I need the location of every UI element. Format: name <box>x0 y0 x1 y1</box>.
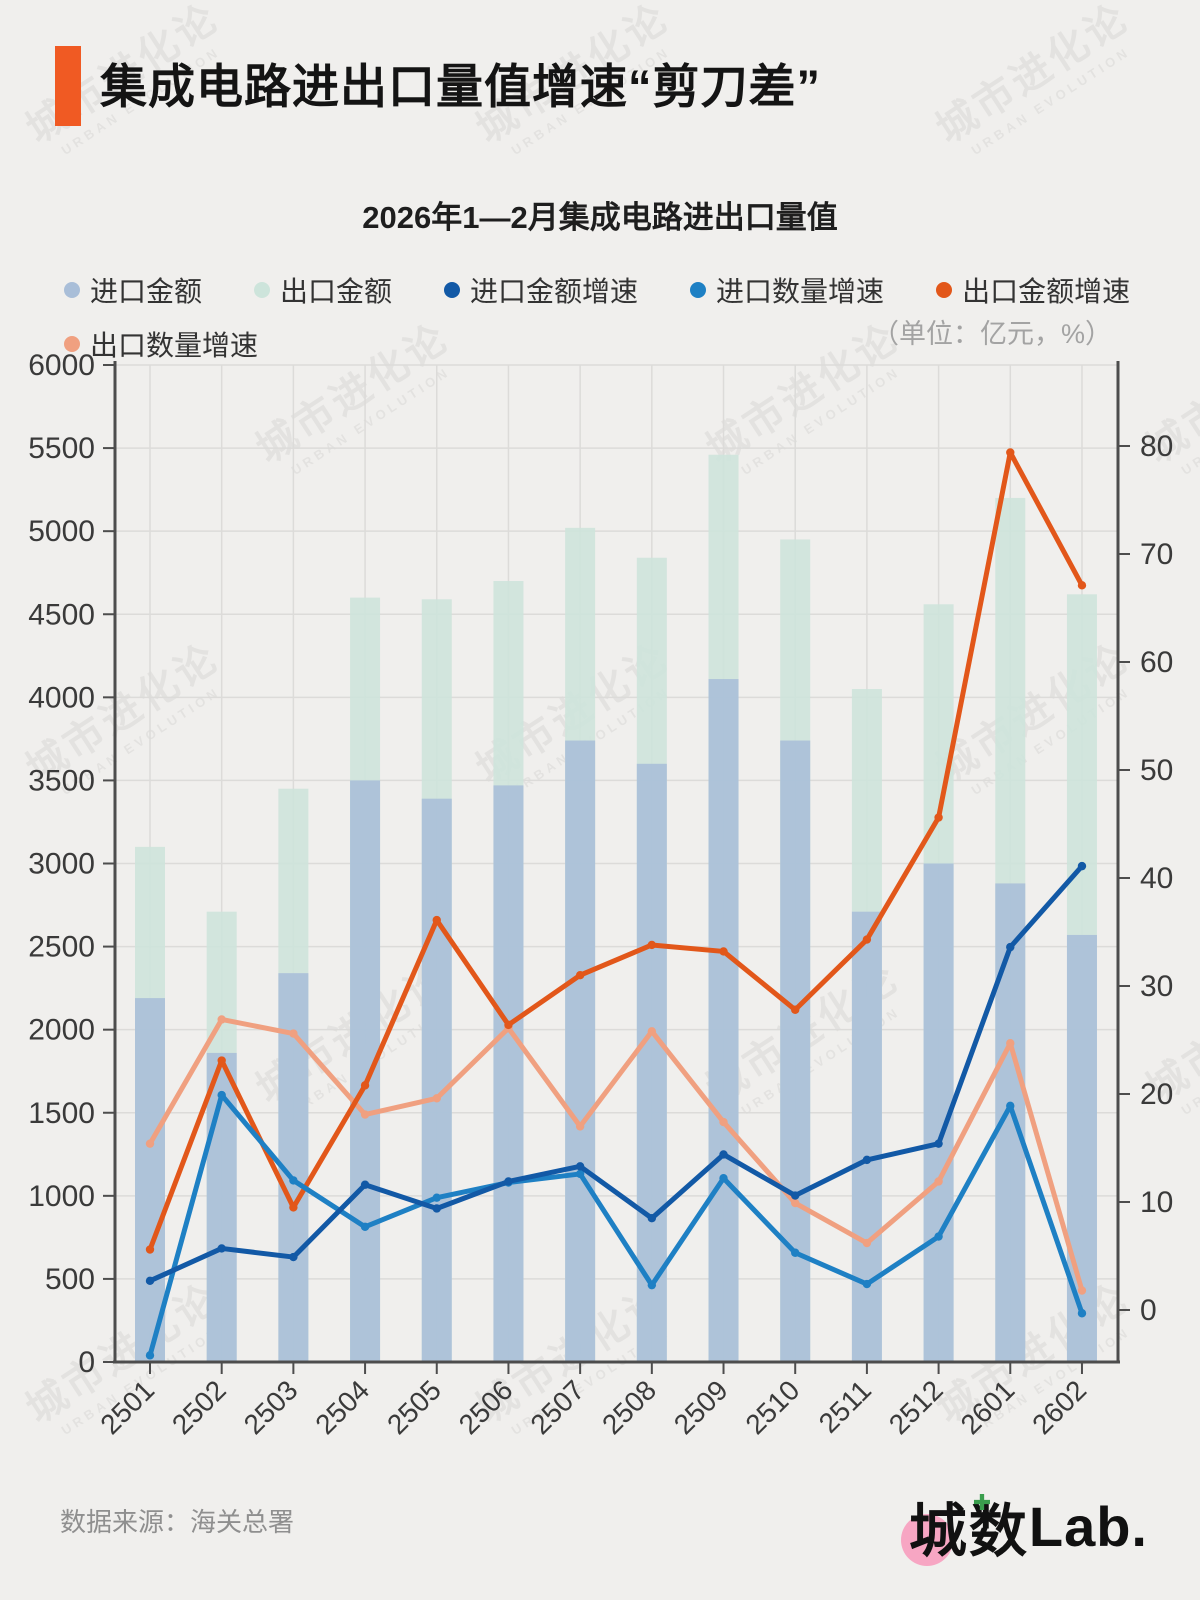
legend-label: 进口金额增速 <box>470 276 639 307</box>
legend-label: 进口数量增速 <box>716 276 885 307</box>
legend-label: 出口金额 <box>280 276 393 307</box>
svg-text:2512: 2512 <box>883 1374 949 1440</box>
svg-text:2511: 2511 <box>813 1374 878 1439</box>
brand-logo: 城 数 ✚ Lab. <box>900 1484 1148 1568</box>
svg-text:2501: 2501 <box>94 1374 160 1440</box>
logo-plus-icon: ✚ <box>972 1490 992 1515</box>
svg-text:2510: 2510 <box>739 1374 805 1440</box>
svg-text:50: 50 <box>1140 754 1173 787</box>
logo-latin: Lab. <box>1028 1494 1148 1558</box>
legend-label: 出口数量增速 <box>90 330 259 361</box>
unit-note: （单位：亿元，%） <box>871 319 1112 349</box>
svg-text:20: 20 <box>1140 1078 1173 1111</box>
svg-text:2506: 2506 <box>453 1374 519 1440</box>
svg-text:5000: 5000 <box>28 515 95 548</box>
svg-text:2500: 2500 <box>28 931 95 964</box>
svg-text:0: 0 <box>1140 1294 1157 1327</box>
logo-char-shu: 数 <box>968 1499 1029 1564</box>
svg-text:70: 70 <box>1140 538 1173 571</box>
svg-text:2602: 2602 <box>1026 1374 1092 1440</box>
svg-text:2502: 2502 <box>166 1374 232 1440</box>
svg-text:2601: 2601 <box>955 1374 1021 1440</box>
legend-dot-icon <box>444 282 461 298</box>
svg-text:3500: 3500 <box>28 764 95 797</box>
svg-text:30: 30 <box>1140 970 1173 1003</box>
legend-dot-icon <box>690 282 707 298</box>
logo-char-cheng: 城 <box>908 1499 969 1564</box>
chart-subtitle: 2026年1—2月集成电路进出口量值 <box>362 200 838 235</box>
svg-text:40: 40 <box>1140 862 1173 895</box>
svg-text:0: 0 <box>78 1346 95 1379</box>
svg-text:2508: 2508 <box>596 1374 662 1440</box>
legend-dot-icon <box>64 336 80 352</box>
legend-item: 出口数量增速 <box>64 324 258 364</box>
svg-text:2000: 2000 <box>28 1014 95 1047</box>
page-title: 集成电路进出口量值增速“剪刀差” <box>100 60 821 113</box>
data-source: 数据来源：海关总署 <box>60 1507 295 1537</box>
svg-text:500: 500 <box>45 1263 95 1296</box>
legend-item: 进口金额 <box>64 270 202 310</box>
legend-item: 进口金额增速 <box>444 270 638 310</box>
logo-pink-circle-icon <box>900 1514 953 1566</box>
svg-text:2509: 2509 <box>668 1374 734 1440</box>
svg-text:4500: 4500 <box>28 598 95 631</box>
svg-text:4000: 4000 <box>28 681 95 714</box>
svg-text:80: 80 <box>1140 430 1173 463</box>
legend-item: 出口金额 <box>254 270 392 310</box>
legend-dot-icon <box>64 282 80 298</box>
title-accent-bar <box>55 46 81 126</box>
svg-text:1500: 1500 <box>28 1097 95 1130</box>
legend-item: 出口金额增速 <box>936 270 1130 310</box>
legend-label: 出口金额增速 <box>962 276 1131 307</box>
svg-text:5500: 5500 <box>28 432 95 465</box>
legend-dot-icon <box>254 282 271 298</box>
svg-text:60: 60 <box>1140 646 1173 679</box>
svg-text:1000: 1000 <box>28 1180 95 1213</box>
svg-text:2505: 2505 <box>381 1374 447 1440</box>
svg-text:2503: 2503 <box>238 1374 304 1440</box>
svg-text:2504: 2504 <box>309 1374 375 1440</box>
legend-label: 进口金额 <box>90 276 203 307</box>
chart-legend: 进口金额 出口金额 进口金额增速 进口数量增速 出口金额增速出口数量增速 <box>64 270 1144 364</box>
legend-dot-icon <box>936 282 953 298</box>
svg-text:2507: 2507 <box>524 1374 590 1440</box>
svg-text:3000: 3000 <box>28 848 95 881</box>
svg-text:6000: 6000 <box>28 349 95 382</box>
svg-text:10: 10 <box>1140 1186 1173 1219</box>
legend-item: 进口数量增速 <box>690 270 884 310</box>
